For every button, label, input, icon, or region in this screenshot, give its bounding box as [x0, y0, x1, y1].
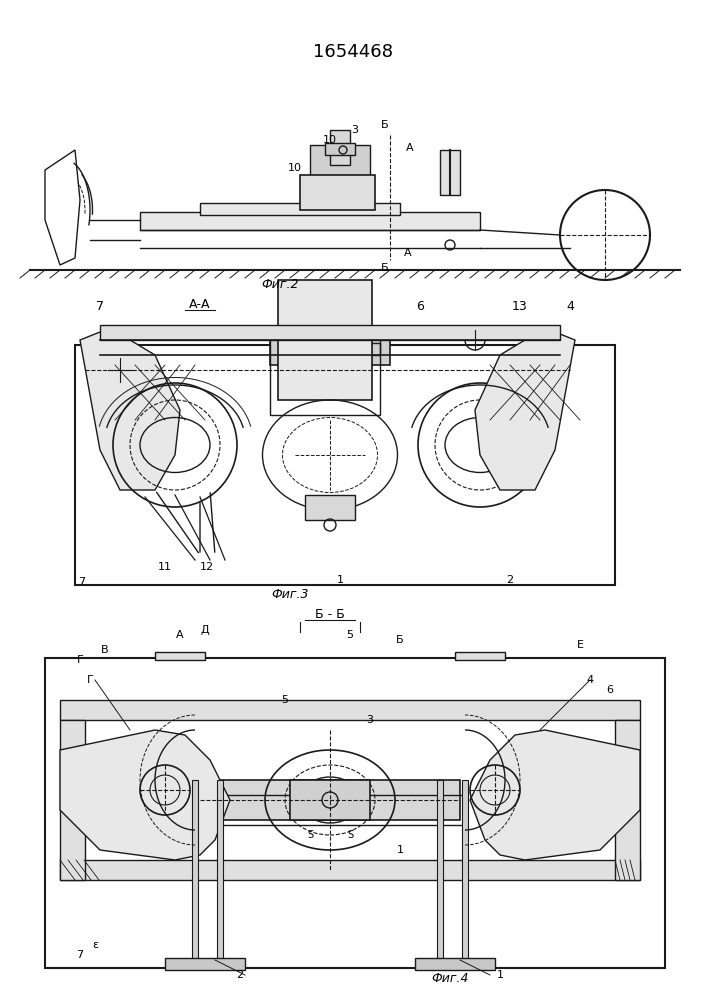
Text: Фиг.3: Фиг.3 — [271, 588, 309, 601]
Text: 7: 7 — [76, 950, 83, 960]
Text: 3: 3 — [351, 125, 358, 135]
Text: Б: Б — [381, 120, 389, 130]
Text: 2: 2 — [506, 575, 513, 585]
Text: S: S — [307, 830, 313, 840]
Text: Г: Г — [76, 655, 83, 665]
Bar — [270, 335, 390, 365]
Text: Фиг.2: Фиг.2 — [262, 278, 299, 292]
Text: 4: 4 — [586, 675, 594, 685]
Text: 1: 1 — [496, 970, 503, 980]
Text: 1: 1 — [337, 575, 344, 585]
Bar — [615, 720, 640, 880]
Text: S: S — [347, 830, 353, 840]
Bar — [155, 652, 205, 660]
Bar — [140, 212, 480, 230]
Bar — [200, 780, 460, 820]
Bar — [60, 720, 85, 880]
Text: 7: 7 — [96, 300, 104, 314]
Text: Фиг.4: Фиг.4 — [431, 972, 469, 984]
Text: Б: Б — [381, 263, 389, 273]
Bar — [440, 150, 460, 195]
Text: ε: ε — [92, 940, 98, 950]
Bar — [455, 652, 505, 660]
Bar — [280, 343, 380, 355]
Bar — [325, 143, 355, 155]
Text: Д: Д — [201, 625, 209, 635]
Text: 10: 10 — [323, 135, 337, 145]
Bar — [200, 203, 400, 215]
Text: 13: 13 — [512, 300, 528, 314]
Text: 12: 12 — [200, 562, 214, 572]
Polygon shape — [475, 328, 575, 490]
Bar — [290, 780, 370, 820]
Bar — [45, 658, 665, 968]
Bar — [310, 145, 370, 200]
Polygon shape — [60, 730, 230, 860]
Bar — [330, 130, 350, 165]
Bar — [217, 780, 223, 960]
Text: 1: 1 — [397, 845, 404, 855]
Text: А: А — [404, 248, 411, 258]
Text: 2: 2 — [236, 970, 244, 980]
Text: Б: Б — [396, 635, 404, 645]
Bar — [190, 795, 465, 825]
Text: Б - Б: Б - Б — [315, 608, 345, 621]
Text: Е: Е — [576, 640, 583, 650]
Bar — [415, 958, 495, 970]
Text: А: А — [176, 630, 184, 640]
Text: 7: 7 — [78, 577, 86, 587]
Polygon shape — [80, 328, 180, 490]
Text: 5: 5 — [281, 695, 288, 705]
Text: 11: 11 — [158, 562, 172, 572]
Text: 3: 3 — [366, 715, 373, 725]
Text: Г: Г — [87, 675, 93, 685]
Bar — [300, 175, 375, 210]
Bar — [462, 780, 468, 960]
Text: 1654468: 1654468 — [313, 43, 393, 61]
Text: 4: 4 — [566, 300, 574, 314]
Bar — [270, 327, 380, 415]
Bar — [192, 780, 198, 960]
Bar — [60, 700, 640, 720]
Text: В: В — [101, 645, 109, 655]
Text: А: А — [407, 143, 414, 153]
Bar — [100, 325, 560, 340]
Bar — [278, 280, 372, 400]
Polygon shape — [470, 730, 640, 860]
Bar — [60, 860, 640, 880]
Bar — [165, 958, 245, 970]
Text: 5: 5 — [346, 630, 354, 640]
Text: А-А: А-А — [189, 298, 211, 312]
Text: 10: 10 — [288, 163, 302, 173]
Text: 6: 6 — [607, 685, 614, 695]
Bar — [437, 780, 443, 960]
Bar — [75, 345, 615, 585]
Bar — [305, 495, 355, 520]
Polygon shape — [45, 150, 80, 265]
Text: 6: 6 — [416, 300, 424, 314]
